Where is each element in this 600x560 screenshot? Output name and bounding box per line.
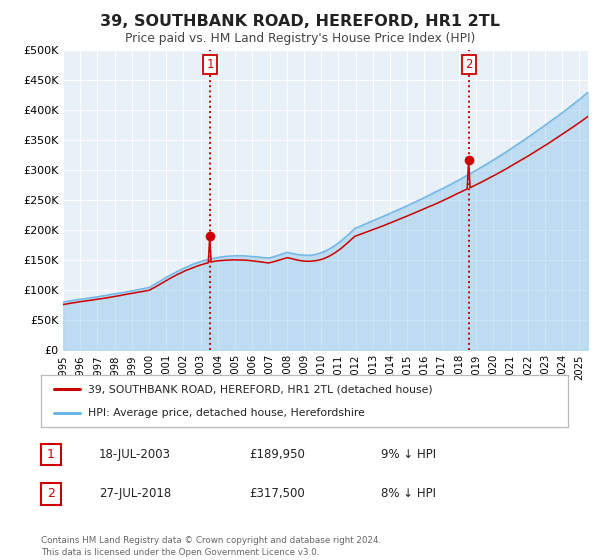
- Text: Price paid vs. HM Land Registry's House Price Index (HPI): Price paid vs. HM Land Registry's House …: [125, 32, 475, 45]
- Text: 1: 1: [206, 58, 214, 71]
- Text: 2: 2: [47, 487, 55, 501]
- Text: 2: 2: [465, 58, 472, 71]
- Text: 1: 1: [47, 448, 55, 461]
- Text: 39, SOUTHBANK ROAD, HEREFORD, HR1 2TL (detached house): 39, SOUTHBANK ROAD, HEREFORD, HR1 2TL (d…: [88, 384, 433, 394]
- Text: Contains HM Land Registry data © Crown copyright and database right 2024.
This d: Contains HM Land Registry data © Crown c…: [41, 536, 381, 557]
- Text: 18-JUL-2003: 18-JUL-2003: [99, 448, 171, 461]
- Text: 8% ↓ HPI: 8% ↓ HPI: [381, 487, 436, 501]
- Text: HPI: Average price, detached house, Herefordshire: HPI: Average price, detached house, Here…: [88, 408, 365, 418]
- Text: 27-JUL-2018: 27-JUL-2018: [99, 487, 171, 501]
- Text: £189,950: £189,950: [249, 448, 305, 461]
- Text: £317,500: £317,500: [249, 487, 305, 501]
- Text: 9% ↓ HPI: 9% ↓ HPI: [381, 448, 436, 461]
- Text: 39, SOUTHBANK ROAD, HEREFORD, HR1 2TL: 39, SOUTHBANK ROAD, HEREFORD, HR1 2TL: [100, 14, 500, 29]
